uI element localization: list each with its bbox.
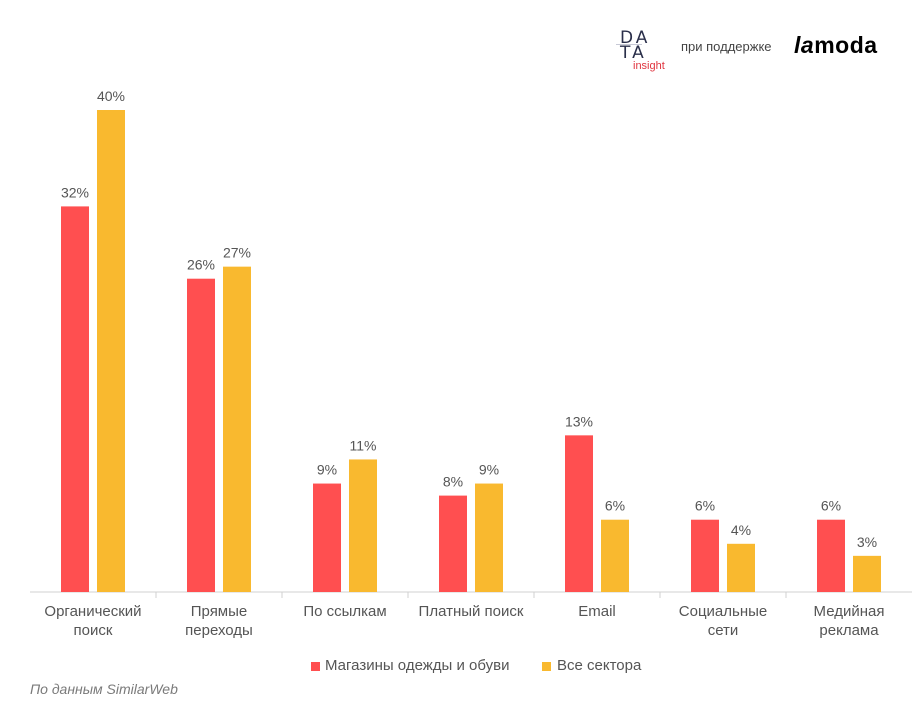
legend-label-series-1: Магазины одежды и обуви [325, 657, 510, 674]
data-label-1-3: 9% [317, 462, 337, 478]
category-label-6-1: Социальные [679, 603, 767, 620]
bar-2-4 [475, 483, 503, 592]
category-label-5-1: Email [578, 603, 616, 620]
data-label-2-3: 11% [350, 437, 377, 453]
data-insight-logo-line2: TA [620, 43, 647, 63]
header-logos: DA TA insight при поддержке lamoda [616, 30, 896, 75]
bar-1-6 [691, 519, 719, 592]
bar-2-7 [853, 555, 881, 592]
data-label-2-5: 6% [605, 498, 625, 514]
category-label-3-1: По ссылкам [303, 603, 386, 620]
data-insight-logo: DA TA insight [616, 30, 676, 75]
category-label-1-2: поиск [74, 622, 113, 639]
support-text: при поддержке [681, 39, 772, 54]
category-label-1-1: Органический [44, 603, 141, 620]
category-label-6-2: сети [708, 622, 739, 639]
data-label-2-6: 4% [731, 522, 751, 538]
bar-2-3 [349, 459, 377, 592]
legend-swatch-series-2 [542, 662, 551, 671]
chart-legend: Магазины одежды и обуви Все сектора [0, 657, 924, 677]
bar-1-7 [817, 519, 845, 592]
data-label-1-5: 13% [565, 413, 593, 429]
source-note: По данным SimilarWeb [30, 681, 178, 697]
bar-1-2 [187, 278, 215, 592]
lamoda-logo-moda: moda [814, 32, 878, 58]
legend-swatch-series-1 [311, 662, 320, 671]
category-label-2-2: переходы [185, 622, 253, 639]
category-label-4-1: Платный поиск [419, 603, 524, 620]
data-label-1-2: 26% [187, 257, 215, 273]
data-label-2-4: 9% [479, 462, 499, 478]
lamoda-logo-la: la [794, 32, 815, 58]
bar-1-3 [313, 483, 341, 592]
category-label-7-2: реклама [819, 622, 879, 639]
data-label-2-1: 40% [97, 88, 125, 104]
bar-2-6 [727, 543, 755, 592]
lamoda-logo: lamoda [794, 32, 878, 59]
data-insight-logo-line3: insight [633, 60, 665, 72]
legend-label-series-2: Все сектора [557, 657, 642, 674]
data-label-1-4: 8% [443, 474, 463, 490]
bar-1-1 [61, 206, 89, 592]
bar-2-1 [97, 110, 125, 592]
bar-1-5 [565, 435, 593, 592]
data-label-1-6: 6% [695, 498, 715, 514]
data-insight-logo-rule [616, 44, 642, 45]
data-label-1-7: 6% [821, 498, 841, 514]
category-label-7-1: Медийная [814, 603, 885, 620]
data-label-1-1: 32% [61, 184, 89, 200]
bar-2-5 [601, 519, 629, 592]
data-label-2-7: 3% [857, 534, 877, 550]
bar-1-4 [439, 495, 467, 592]
category-label-2-1: Прямые [191, 603, 248, 620]
data-label-2-2: 27% [223, 245, 251, 261]
bar-2-2 [223, 266, 251, 592]
data-insight-logo-line1: DA [620, 28, 651, 48]
